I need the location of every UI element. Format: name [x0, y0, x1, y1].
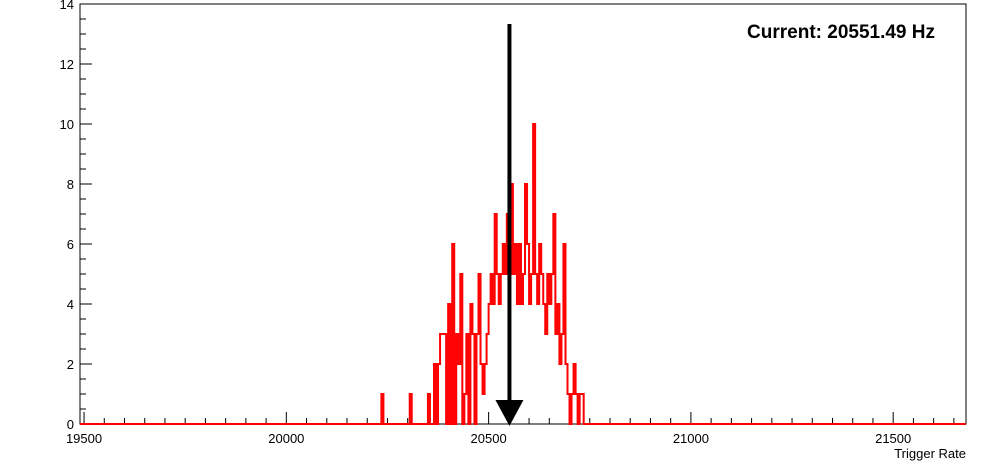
- y-tick-label: 12: [60, 57, 74, 72]
- x-tick-label: 20500: [471, 431, 507, 446]
- x-tick-label: 21500: [875, 431, 911, 446]
- y-tick-label: 8: [67, 177, 74, 192]
- y-tick-label: 4: [67, 297, 74, 312]
- y-tick-label: 2: [67, 357, 74, 372]
- y-tick-label: 0: [67, 417, 74, 432]
- y-axis: 0 2 4 6 8 10 12 14: [60, 0, 92, 432]
- x-tick-label: 20000: [268, 431, 304, 446]
- y-tick-label: 6: [67, 237, 74, 252]
- x-axis: 19500 20000 20500 21000 21500: [66, 412, 955, 446]
- histogram-series-line: [80, 123, 966, 425]
- arrow-head: [495, 400, 524, 426]
- x-tick-label: 21000: [673, 431, 709, 446]
- plot-frame: [79, 3, 967, 425]
- y-tick-label: 14: [60, 0, 74, 12]
- x-tick-label: 19500: [66, 431, 102, 446]
- current-rate-annotation: Current: 20551.49 Hz: [747, 22, 935, 43]
- y-tick-label: 10: [60, 117, 74, 132]
- current-value-arrow: [495, 24, 524, 426]
- x-axis-label: Trigger Rate: [894, 446, 966, 461]
